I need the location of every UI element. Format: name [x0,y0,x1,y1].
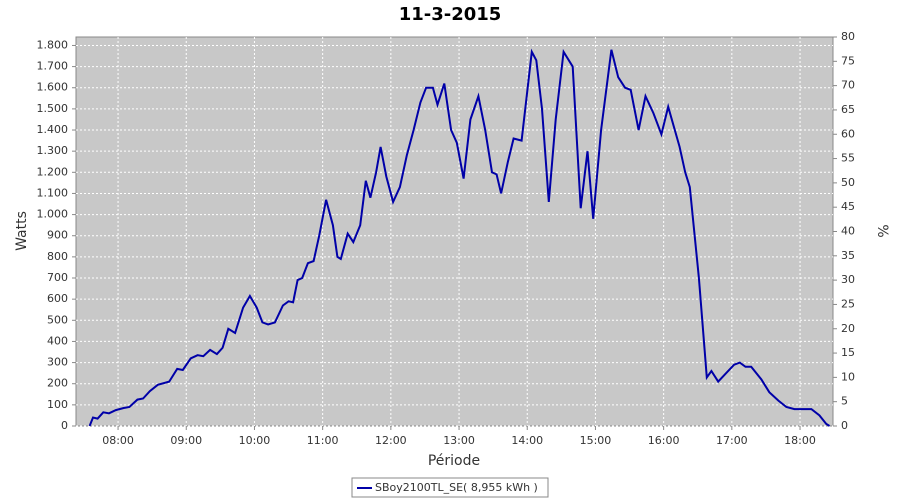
y-tick-label: 1.400 [37,123,69,136]
y-tick-label: 800 [47,250,68,263]
x-tick-label: 16:00 [648,434,680,447]
y2-tick-label: 0 [841,419,848,432]
x-tick-label: 10:00 [239,434,271,447]
y2-tick-label: 5 [841,395,848,408]
legend-box [351,477,549,498]
y2-tick-label: 70 [841,79,855,92]
x-axis-label: Période [428,453,480,469]
y2-tick-label: 60 [841,127,855,140]
y-axis-label: Watts [14,211,30,251]
y-tick-label: 1.600 [37,81,69,94]
y-tick-label: 400 [47,334,68,347]
y2-tick-label: 75 [841,54,855,67]
series-line [88,48,831,427]
x-tick-label: 17:00 [716,434,748,447]
y2-tick-label: 20 [841,322,855,335]
y2-tick-label: 80 [841,30,855,43]
y2-tick-label: 65 [841,103,855,116]
y2-tick-label: 10 [841,370,855,383]
plot-area [75,36,834,427]
y-tick-label: 1.200 [37,165,69,178]
y2-tick-label: 35 [841,249,855,262]
x-tick-label: 09:00 [170,434,202,447]
y-tick-label: 100 [47,398,68,411]
y-tick-label: 300 [47,356,68,369]
x-tick-label: 18:00 [784,434,816,447]
y-tick-label: 1.800 [37,38,69,51]
chart-title: 11-3-2015 [399,4,502,25]
y-tick-label: 500 [47,313,68,326]
y-tick-label: 1.100 [37,186,69,199]
y-tick-label: 1.700 [37,60,69,73]
y2-axis-label: % [874,224,890,237]
y-tick-label: 900 [47,229,68,242]
y2-tick-label: 40 [841,225,855,238]
y2-tick-label: 55 [841,152,855,165]
y2-tick-label: 45 [841,200,855,213]
x-tick-label: 08:00 [102,434,134,447]
x-tick-label: 12:00 [375,434,407,447]
y-tick-label: 1.500 [37,102,69,115]
y-tick-label: 0 [61,419,68,432]
y2-tick-label: 15 [841,346,855,359]
y-tick-label: 1.000 [37,208,69,221]
legend-label: SBoy2100TL_SE( 8,955 kWh ) [375,481,538,494]
y-tick-label: 600 [47,292,68,305]
y2-tick-label: 30 [841,273,855,286]
y2-tick-label: 25 [841,297,855,310]
y-tick-label: 700 [47,271,68,284]
x-tick-label: 14:00 [511,434,543,447]
x-tick-label: 15:00 [580,434,612,447]
y2-tick-label: 50 [841,176,855,189]
y-tick-label: 1.300 [37,144,69,157]
y-tick-label: 200 [47,377,68,390]
x-tick-label: 13:00 [443,434,475,447]
x-tick-label: 11:00 [307,434,339,447]
